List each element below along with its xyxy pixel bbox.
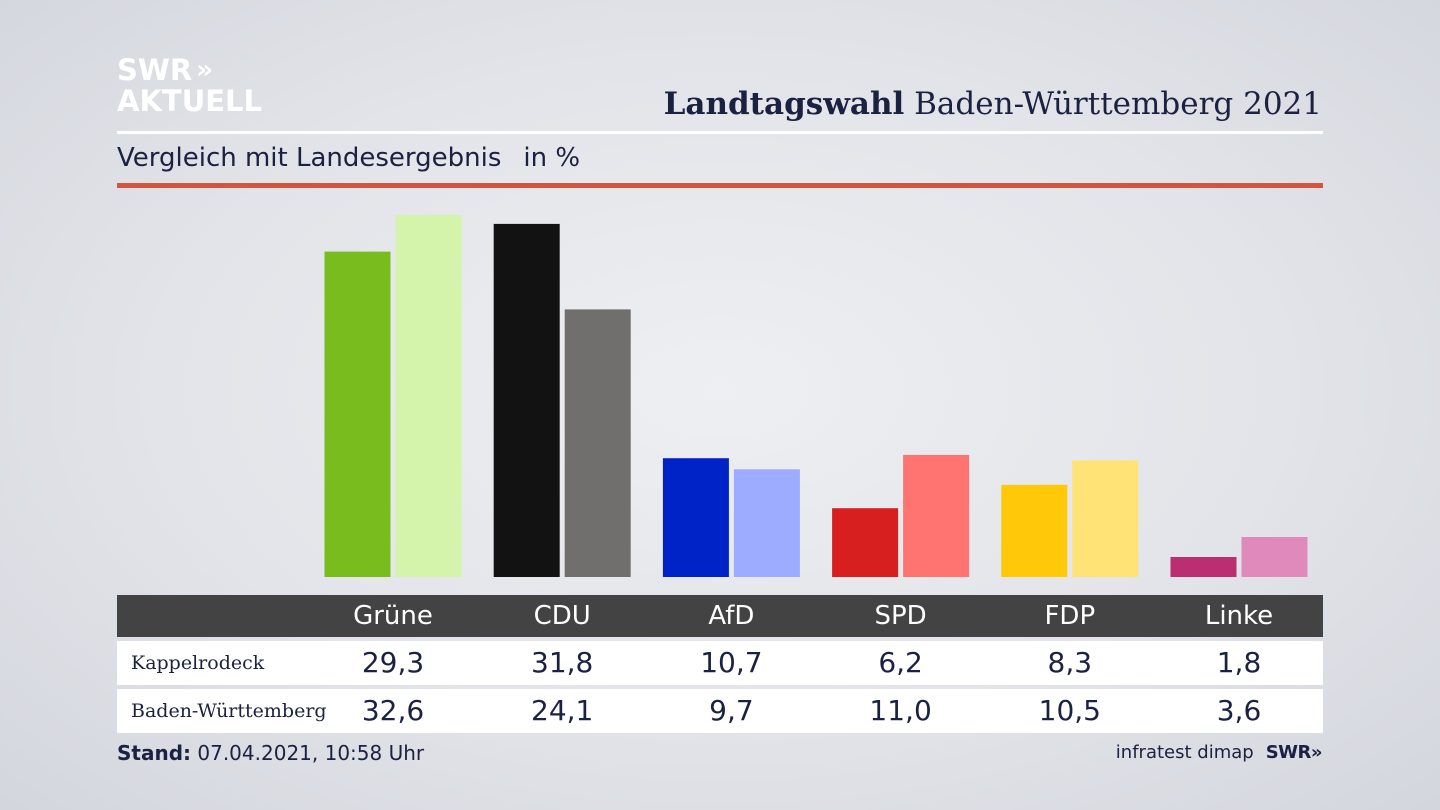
column-header: AfD [708,601,755,631]
table-row: Baden-Württemberg 32,6 24,1 9,7 11,0 10,5 3,6 [117,689,1323,733]
table-cell: 11,0 [869,694,932,727]
table-cell: 1,8 [1216,646,1262,679]
bar-spd-kappelrodeck [832,508,899,577]
chart-subtitle: Vergleich mit Landesergebnis in % [117,143,580,173]
row-label: Kappelrodeck [131,652,265,674]
title-divider [117,131,1323,134]
table-cell: 10,5 [1038,694,1101,727]
bar-afd-baden-wuerttemberg [733,469,800,577]
table-cell: 6,2 [878,646,923,679]
source-text: infratest dimap [1115,742,1254,763]
table-cell: 31,8 [531,646,594,679]
row-label: Baden-Württemberg [131,700,327,722]
table-row: Kappelrodeck 29,3 31,8 10,7 6,2 8,3 1,8 [117,641,1323,685]
table-cell: 9,7 [709,694,754,727]
table-cell: 24,1 [531,694,594,727]
bar-spd-baden-wuerttemberg [903,454,970,577]
source-credit: infratest dimap SWR» [1115,742,1323,763]
title-bold: Landtagswahl [663,86,905,122]
bar-fdp-baden-wuerttemberg [1072,460,1139,577]
stand-label: Stand: [117,741,192,765]
bar-linke-kappelrodeck [1170,557,1237,577]
column-header: CDU [533,601,591,631]
results-table: Grüne CDU AfD SPD FDP Linke Kappelrodeck 29,3 3… [117,595,1323,733]
timestamp: Stand: 07.04.2021, 10:58 Uhr [117,741,424,765]
table-cell: 32,6 [361,694,425,727]
column-header: Grüne [353,601,433,631]
table-header-row: Grüne CDU AfD SPD FDP Linke [117,595,1323,637]
column-header: SPD [874,601,927,631]
swr-aktuell-logo: SWR» AKTUELL [117,54,262,116]
table-cell: 8,3 [1047,646,1093,679]
stand-value: 07.04.2021, 10:58 Uhr [197,741,425,765]
table-body: Kappelrodeck 29,3 31,8 10,7 6,2 8,3 1,8 Baden-W… [117,641,1323,733]
subtitle-unit: in % [523,143,581,173]
bar-cdu-baden-wuerttemberg [564,309,631,577]
accent-divider [117,183,1323,188]
swr-brand-logo: SWR» [1265,742,1323,763]
table-cell: 10,7 [700,646,763,679]
bar-grne-kappelrodeck [324,251,391,577]
bar-afd-kappelrodeck [662,458,729,577]
column-header: Linke [1204,601,1274,631]
table-cell: 3,6 [1216,694,1262,727]
page-title: Landtagswahl Baden-Württemberg 2021 [664,86,1322,122]
logo-swr-text: SWR [117,52,193,87]
logo-aktuell-text: AKTUELL [117,84,263,118]
bar-fdp-kappelrodeck [1001,484,1068,577]
title-rest: Baden-Württemberg 2021 [914,86,1322,122]
column-header: FDP [1044,601,1096,631]
subtitle-text: Vergleich mit Landesergebnis [117,143,502,173]
bar-cdu-kappelrodeck [493,223,560,577]
bar-linke-baden-wuerttemberg [1241,537,1308,577]
bar-grne-baden-wuerttemberg [395,215,462,577]
table-cell: 29,3 [361,646,425,679]
bar-chart [324,215,1308,577]
